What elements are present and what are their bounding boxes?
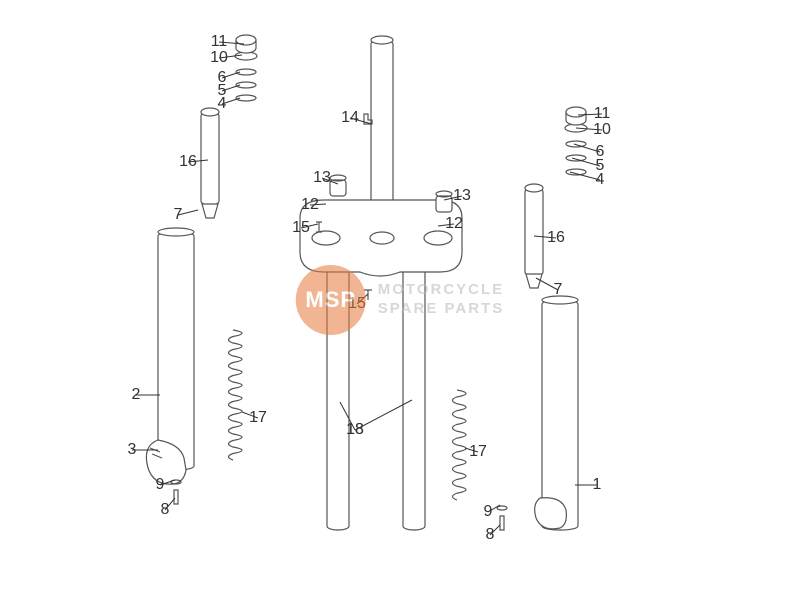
callout-label: 12 bbox=[445, 215, 463, 233]
callout-label: 17 bbox=[469, 443, 487, 461]
callout-label: 10 bbox=[210, 49, 228, 67]
callout-label: 15 bbox=[348, 295, 366, 313]
callout-label: 8 bbox=[486, 526, 495, 544]
callout-label: 14 bbox=[341, 109, 359, 127]
callout-label: 12 bbox=[301, 196, 319, 214]
callout-label: 13 bbox=[313, 169, 331, 187]
callout-label: 16 bbox=[547, 229, 565, 247]
callout-label: 10 bbox=[593, 121, 611, 139]
callout-label: 15 bbox=[292, 219, 310, 237]
callout-label: 9 bbox=[484, 503, 493, 521]
callout-label: 2 bbox=[132, 386, 141, 404]
callout-label: 6 bbox=[596, 143, 605, 161]
callout-label: 16 bbox=[179, 153, 197, 171]
callout-label: 1 bbox=[593, 476, 602, 494]
callout-label: 3 bbox=[128, 441, 137, 459]
callout-label: 7 bbox=[554, 281, 563, 299]
callout-label: 7 bbox=[174, 206, 183, 224]
callout-label: 17 bbox=[249, 409, 267, 427]
callout-label: 18 bbox=[346, 421, 364, 439]
callout-label: 6 bbox=[218, 69, 227, 87]
parts-diagram-svg bbox=[0, 0, 800, 600]
callout-label: 13 bbox=[453, 187, 471, 205]
callout-label: 11 bbox=[594, 105, 611, 123]
callout-label: 8 bbox=[161, 501, 170, 519]
callout-label: 9 bbox=[156, 476, 165, 494]
callout-label: 11 bbox=[211, 33, 228, 51]
